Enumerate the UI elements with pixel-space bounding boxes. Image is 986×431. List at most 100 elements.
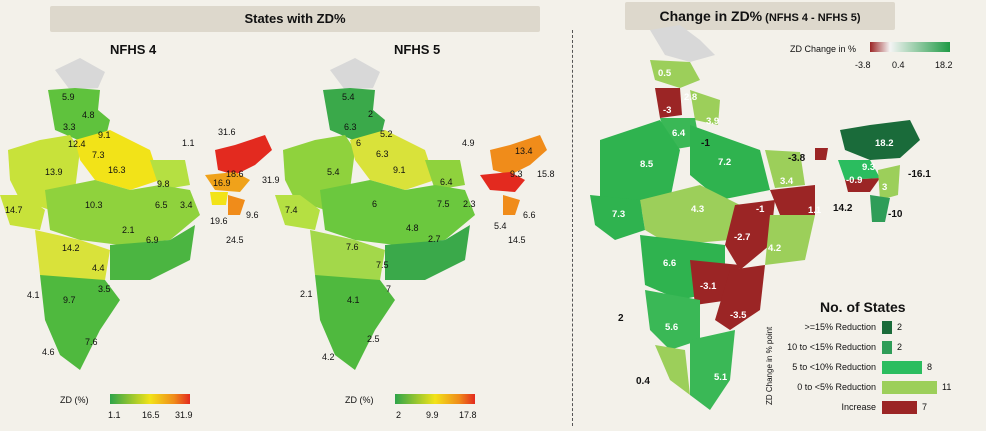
change-label: 8.5 <box>640 159 654 170</box>
nfhs5-label: 7.4 <box>285 205 298 215</box>
nfhs4-label: 3.3 <box>63 122 76 132</box>
no-of-states-row-label: 10 to <15% Reduction <box>787 342 876 352</box>
change-label: 0.4 <box>636 376 650 387</box>
nfhs4-label: 13.9 <box>45 167 63 177</box>
change-region-ne-2 <box>838 160 880 180</box>
nfhs4-label: 3.5 <box>98 284 111 294</box>
change-label: 7.3 <box>612 209 625 220</box>
nfhs4-label: 10.3 <box>85 200 103 210</box>
change-region-tn <box>690 330 735 410</box>
nfhs4-region-maharashtra <box>35 230 110 285</box>
change-region-odisha <box>765 215 815 265</box>
nfhs5-label: 7.6 <box>346 242 359 252</box>
nfhs4-region-jk <box>55 58 105 90</box>
change-legend-title: ZD Change in % <box>790 44 856 54</box>
nfhs4-map-title: NFHS 4 <box>110 42 157 57</box>
change-label: 14.2 <box>833 203 853 214</box>
change-legend-max: 18.2 <box>935 60 953 70</box>
change-label: 0.5 <box>658 68 672 79</box>
nfhs5-label: 2.1 <box>300 289 313 299</box>
nfhs4-label: 3.4 <box>180 200 193 210</box>
left-panel-title: States with ZD% <box>50 6 540 32</box>
nfhs5-region-central <box>320 180 475 245</box>
nfhs5-label: 5.4 <box>494 221 507 231</box>
nfhs5-label: 4.8 <box>406 223 419 233</box>
nfhs5-northeast-2 <box>480 172 525 192</box>
nfhs4-label: 7.6 <box>85 337 98 347</box>
nfhs4-label: 6.9 <box>146 235 159 245</box>
nfhs5-label: 4.1 <box>347 295 360 305</box>
nfhs4-label: 9.7 <box>63 295 76 305</box>
change-label: -1 <box>701 138 710 149</box>
nfhs4-region-gujarat <box>0 195 45 230</box>
nfhs5-legend-mid: 9.9 <box>426 410 439 420</box>
nfhs5-region-maharashtra <box>310 230 385 285</box>
change-label: 3.4 <box>780 176 794 187</box>
change-label: 5.6 <box>665 322 678 333</box>
nfhs5-legend: ZD (%) 2 9.9 17.8 <box>345 394 477 420</box>
no-of-states-axis-label: ZD Change in % point <box>765 326 774 405</box>
nfhs5-labels: 5.4 2 6.3 5.2 6 6.3 9.1 5.4 6.4 7.5 2.3 … <box>285 92 555 362</box>
nfhs5-label: 2.5 <box>367 334 380 344</box>
nfhs5-northeast <box>490 135 547 175</box>
change-label: -10 <box>888 209 903 220</box>
nfhs4-map <box>0 58 272 370</box>
nfhs5-label: 4.9 <box>462 138 475 148</box>
nfhs5-label: 6.3 <box>376 149 389 159</box>
nfhs4-label: 4.4 <box>92 263 105 273</box>
change-region-ne-4 <box>878 165 900 200</box>
nfhs5-label: 5.4 <box>342 92 355 102</box>
no-of-states-bar <box>882 341 892 354</box>
nfhs4-label: 5.9 <box>62 92 75 102</box>
nfhs5-label: 2.3 <box>463 199 476 209</box>
nfhs4-label: 18.6 <box>226 169 244 179</box>
change-label: 1.1 <box>808 205 822 216</box>
nfhs5-region-gujarat <box>275 195 320 230</box>
change-labels: 0.5 2.8 -3 3.9 6.4 -1 8.5 7.2 -3.8 3.4 4… <box>612 68 931 387</box>
nfhs4-label: 4.6 <box>42 347 55 357</box>
change-label: -2.7 <box>734 232 750 243</box>
no-of-states-count: 2 <box>897 322 902 332</box>
nfhs5-label: 2.7 <box>428 234 441 244</box>
nfhs4-region-bihar <box>150 160 190 190</box>
no-of-states-bar <box>882 401 917 414</box>
nfhs5-northeast-3 <box>503 195 520 215</box>
no-of-states-count: 2 <box>897 342 902 352</box>
nfhs4-legend-mid: 16.5 <box>142 410 160 420</box>
change-region-ne-5 <box>870 195 890 222</box>
nfhs4-label: 4.1 <box>27 290 40 300</box>
nfhs4-label: 9.6 <box>246 210 259 220</box>
change-region-ne-3 <box>845 178 880 192</box>
nfhs5-region-bihar <box>425 160 465 190</box>
nfhs5-legend-title: ZD (%) <box>345 395 374 405</box>
nfhs4-label: 1.1 <box>182 138 195 148</box>
nfhs4-region-east <box>110 225 195 280</box>
no-of-states-row-label: 5 to <10% Reduction <box>792 362 876 372</box>
nfhs4-legend: ZD (%) 1.1 16.5 31.9 <box>60 394 193 420</box>
nfhs4-region-up <box>75 130 160 190</box>
nfhs5-label: 7 <box>386 284 391 294</box>
change-label: -1 <box>756 204 765 215</box>
change-label: 4.3 <box>691 204 704 215</box>
change-legend-min: -3.8 <box>855 60 871 70</box>
nfhs5-label: 9.1 <box>393 165 406 175</box>
nfhs5-label: 4.2 <box>322 352 335 362</box>
no-of-states-row-label: 0 to <5% Reduction <box>797 382 876 392</box>
change-label: -3.8 <box>788 153 806 164</box>
nfhs5-label: 2 <box>368 109 373 119</box>
change-region-kerala <box>655 345 690 395</box>
nfhs5-region-south <box>315 275 395 370</box>
change-region-karnataka <box>645 290 700 350</box>
nfhs4-label: 9.1 <box>98 130 111 140</box>
nfhs4-region-north <box>48 88 110 140</box>
no-of-states-panel: No. of States ZD Change in % point >=15%… <box>765 299 951 414</box>
change-label: 6.4 <box>672 128 686 139</box>
nfhs4-label: 19.6 <box>210 216 228 226</box>
change-label: -16.1 <box>908 169 931 180</box>
nfhs5-label: 6.6 <box>523 210 536 220</box>
nfhs5-label: 6.3 <box>344 122 357 132</box>
nfhs5-label: 7.5 <box>376 260 389 270</box>
change-region-rajasthan <box>600 120 680 215</box>
change-label: -0.9 <box>846 175 862 186</box>
change-region-jk <box>650 25 715 62</box>
